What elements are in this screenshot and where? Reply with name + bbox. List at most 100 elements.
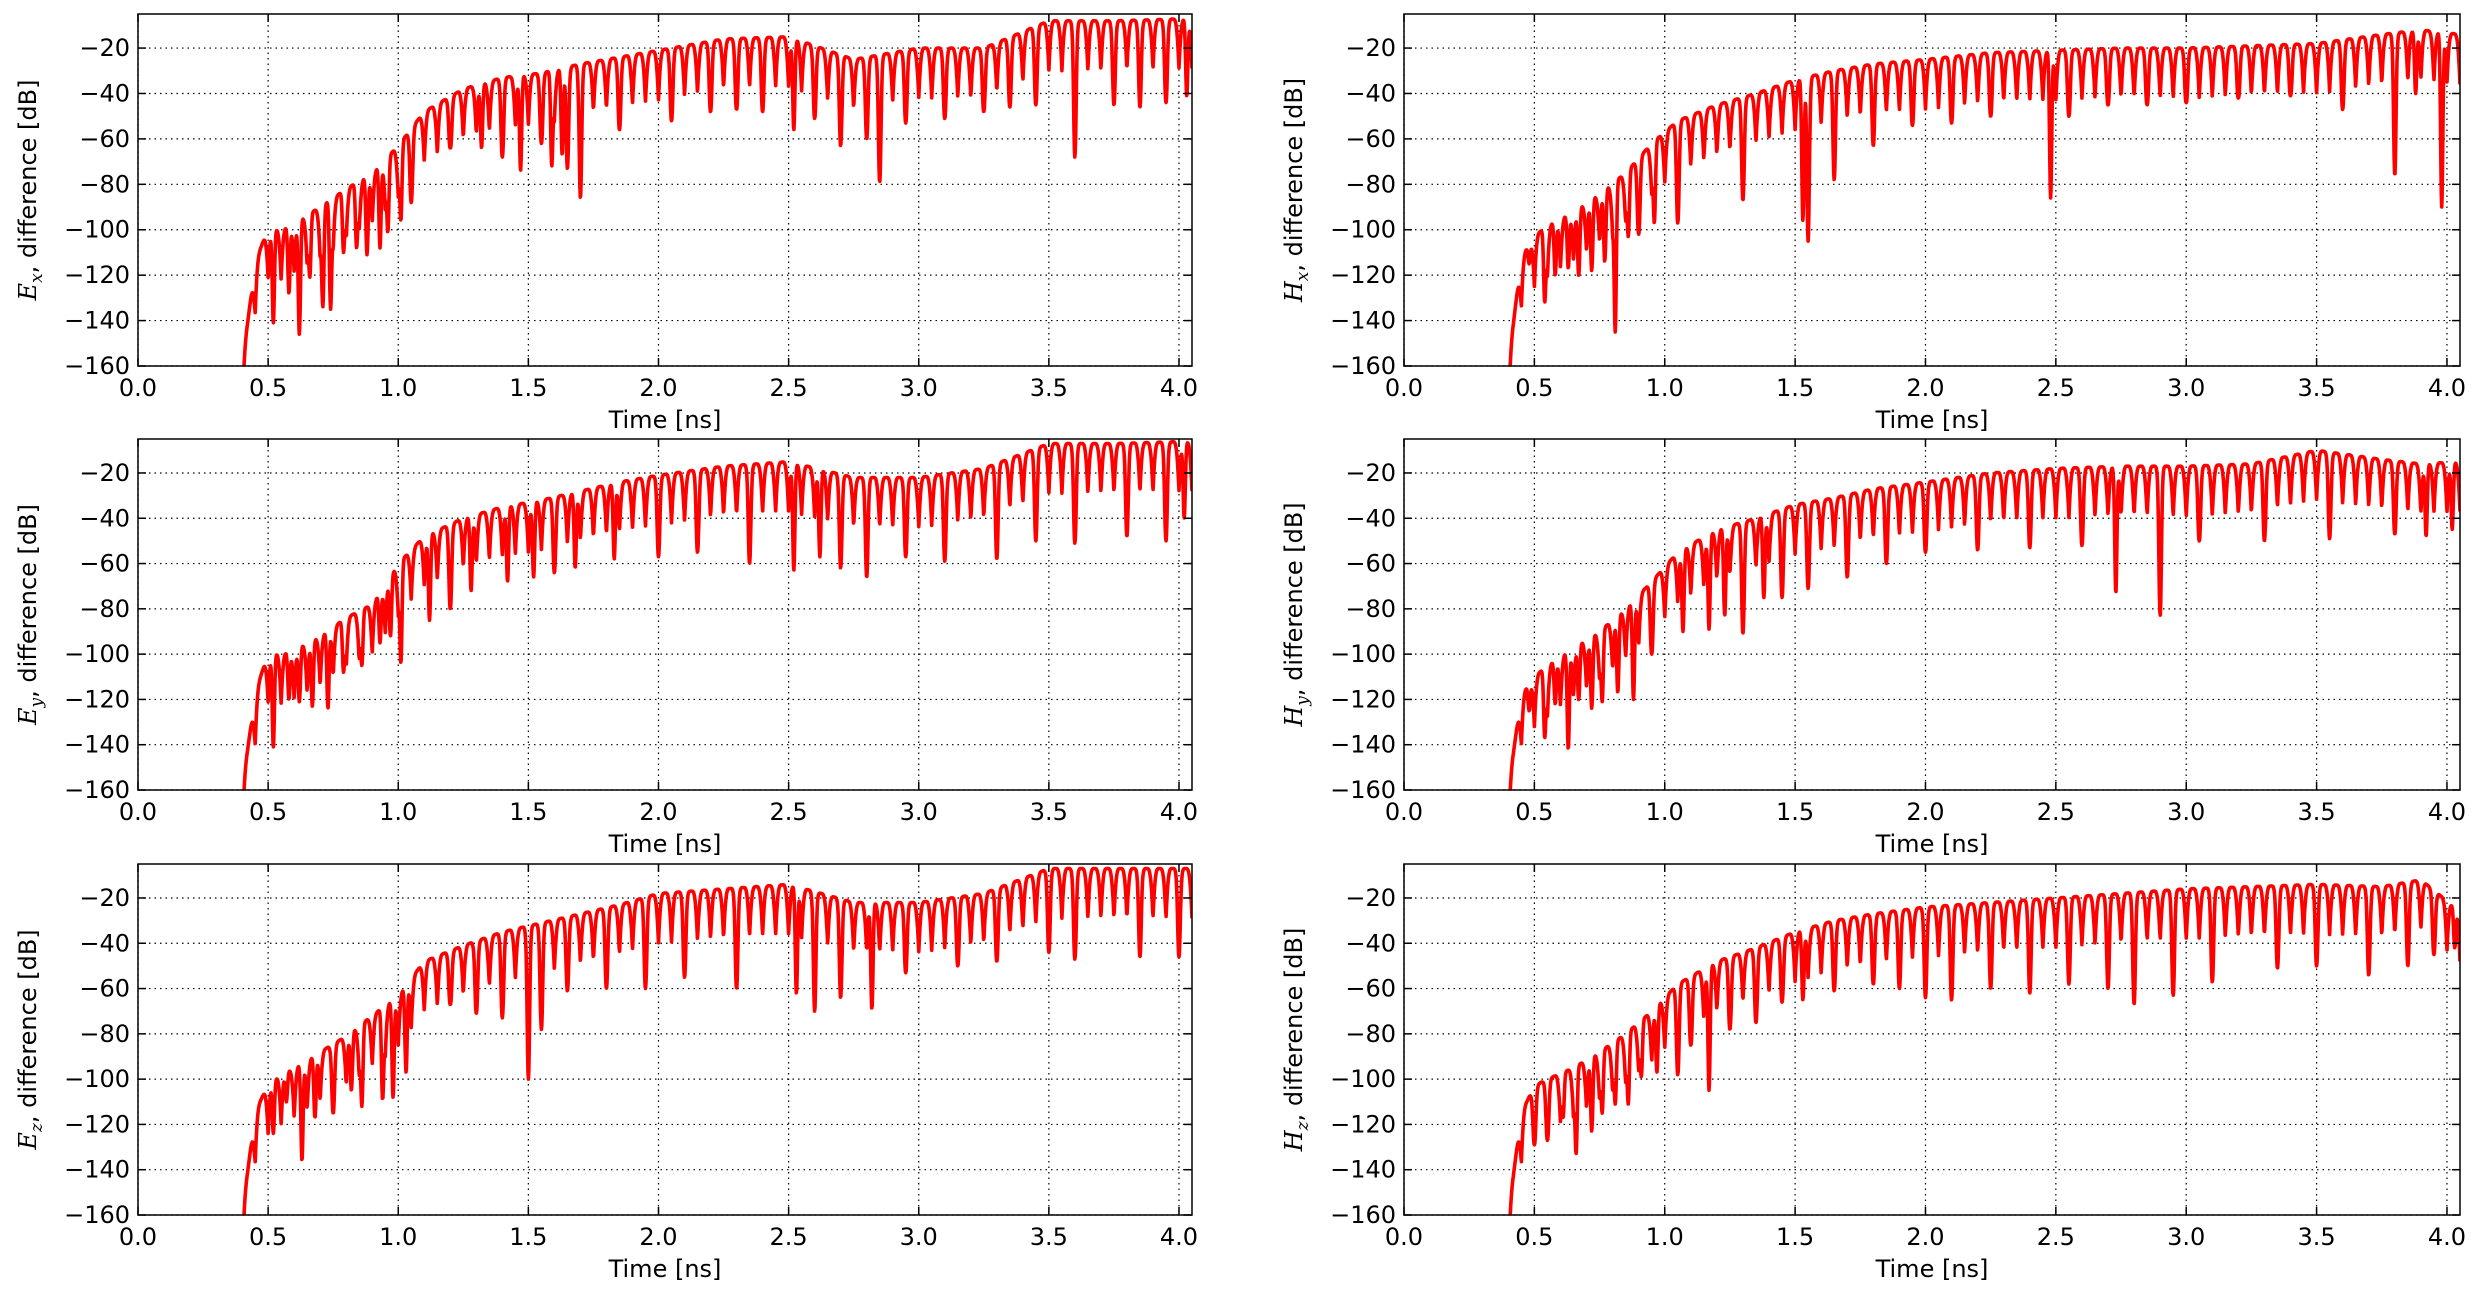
y-tick-label: −40 xyxy=(1345,929,1396,957)
series-line xyxy=(1508,28,2460,366)
y-tick-label: −60 xyxy=(79,550,130,578)
y-tick-label: −80 xyxy=(1345,170,1396,198)
x-tick-label: 2.5 xyxy=(770,374,808,402)
y-axis-subscript: y xyxy=(27,697,47,708)
y-tick-label: −140 xyxy=(64,307,130,335)
x-tick-label: 1.0 xyxy=(379,1223,417,1251)
y-tick-label: −120 xyxy=(1330,1110,1396,1138)
y-tick-label: −100 xyxy=(1330,1065,1396,1093)
x-tick-label: 1.0 xyxy=(1646,374,1684,402)
x-tick-label: 0.5 xyxy=(1515,1223,1553,1251)
x-tick-label: 1.5 xyxy=(1776,374,1814,402)
x-tick-label: 4.0 xyxy=(1160,798,1198,826)
y-tick-label: −20 xyxy=(1345,459,1396,487)
x-tick-label: 4.0 xyxy=(2428,798,2466,826)
panel-6: 0.0 0.5 1.0 1.5 2.0 2.5 3.0 3.5 4.0 −20 −40 −60 −80 −… xyxy=(1280,863,2466,1283)
x-tick-label: 0.0 xyxy=(119,1223,157,1251)
axes-frame xyxy=(137,438,1193,791)
y-tick-label: −40 xyxy=(1345,79,1396,107)
y-axis-label-text: , difference [dB] xyxy=(1280,78,1308,272)
series-line xyxy=(242,17,1192,366)
y-axis-label-text: , difference [dB] xyxy=(14,504,42,698)
x-tick-label: 2.5 xyxy=(770,798,808,826)
series-line xyxy=(242,866,1192,1215)
x-tick-label: 4.0 xyxy=(2428,374,2466,402)
y-axis-symbol: E xyxy=(14,282,42,301)
y-tick-label: −160 xyxy=(1330,776,1396,804)
x-tick-label: 1.0 xyxy=(1646,798,1684,826)
series-line xyxy=(242,439,1192,790)
x-tick-label: 0.0 xyxy=(1385,374,1423,402)
x-tick-label: 0.0 xyxy=(119,798,157,826)
x-tick-label: 0.5 xyxy=(1515,374,1553,402)
panel-1: 0.0 0.5 1.0 1.5 2.0 2.5 3.0 3.5 4.0 −20 −40 −60 −80 −… xyxy=(14,13,1198,434)
y-axis-label: Ez, difference [dB] xyxy=(14,929,47,1150)
y-axis-subscript: y xyxy=(1293,696,1313,707)
x-axis-label: Time [ns] xyxy=(608,830,722,858)
y-tick-label: −20 xyxy=(79,459,130,487)
y-tick-label: −80 xyxy=(79,170,130,198)
y-axis-label-text: , difference [dB] xyxy=(14,80,42,274)
y-axis-label: Hy, difference [dB] xyxy=(1280,502,1313,727)
y-tick-label: −60 xyxy=(1345,125,1396,153)
y-tick-label: −100 xyxy=(64,1065,130,1093)
x-tick-label: 3.5 xyxy=(2298,1223,2336,1251)
x-tick-label: 3.0 xyxy=(2167,798,2205,826)
y-tick-label: −60 xyxy=(1345,975,1396,1003)
y-tick-label: −80 xyxy=(79,595,130,623)
x-tick-label: 2.0 xyxy=(639,374,677,402)
x-tick-label: 0.5 xyxy=(249,374,287,402)
x-tick-label: 1.5 xyxy=(509,798,547,826)
x-tick-label: 1.0 xyxy=(379,798,417,826)
y-tick-label: −20 xyxy=(1345,34,1396,62)
x-tick-label: 3.5 xyxy=(2298,798,2336,826)
x-tick-label: 2.0 xyxy=(639,798,677,826)
y-tick-label: −140 xyxy=(64,731,130,759)
y-tick-label: −20 xyxy=(79,34,130,62)
y-tick-label: −20 xyxy=(1345,884,1396,912)
x-tick-label: 3.0 xyxy=(2167,374,2205,402)
series-line xyxy=(1508,449,2460,790)
x-tick-label: 0.5 xyxy=(249,1223,287,1251)
x-tick-label: 0.5 xyxy=(249,798,287,826)
x-tick-label: 1.5 xyxy=(509,374,547,402)
x-tick-label: 3.5 xyxy=(1030,1223,1068,1251)
y-tick-label: −40 xyxy=(79,79,130,107)
y-axis-subscript: z xyxy=(1293,1120,1313,1131)
x-tick-label: 0.0 xyxy=(1385,798,1423,826)
y-tick-label: −100 xyxy=(1330,216,1396,244)
y-tick-label: −120 xyxy=(64,1110,130,1138)
x-tick-label: 4.0 xyxy=(1160,1223,1198,1251)
x-tick-label: 2.5 xyxy=(770,1223,808,1251)
axes-frame xyxy=(1403,13,2461,367)
x-tick-label: 2.0 xyxy=(1906,374,1944,402)
y-tick-label: −140 xyxy=(1330,731,1396,759)
y-axis-symbol: H xyxy=(1280,280,1308,303)
y-tick-label: −100 xyxy=(64,216,130,244)
x-tick-label: 4.0 xyxy=(2428,1223,2466,1251)
axes-frame xyxy=(137,863,1193,1216)
series-line xyxy=(1508,879,2460,1215)
x-tick-label: 0.0 xyxy=(1385,1223,1423,1251)
x-tick-label: 1.0 xyxy=(1646,1223,1684,1251)
x-axis-label: Time [ns] xyxy=(608,406,722,434)
y-tick-label: −80 xyxy=(79,1020,130,1048)
x-tick-label: 2.5 xyxy=(2037,798,2075,826)
y-tick-label: −140 xyxy=(1330,1156,1396,1184)
x-tick-label: 3.5 xyxy=(1030,374,1068,402)
y-axis-label: Hx, difference [dB] xyxy=(1280,78,1313,303)
x-tick-label: 3.0 xyxy=(900,374,938,402)
y-axis-symbol: H xyxy=(1280,1129,1308,1152)
y-tick-label: −120 xyxy=(1330,261,1396,289)
axes-frame xyxy=(137,13,1193,367)
y-tick-label: −160 xyxy=(64,776,130,804)
x-tick-label: 3.0 xyxy=(2167,1223,2205,1251)
x-axis-label: Time [ns] xyxy=(1875,830,1989,858)
y-tick-label: −140 xyxy=(64,1156,130,1184)
y-tick-label: −40 xyxy=(79,504,130,532)
y-axis-symbol: E xyxy=(14,707,42,726)
panel-5: 0.0 0.5 1.0 1.5 2.0 2.5 3.0 3.5 4.0 −20 −40 −60 −80 −… xyxy=(14,863,1198,1283)
y-tick-label: −100 xyxy=(1330,640,1396,668)
y-tick-label: −160 xyxy=(64,1201,130,1229)
y-tick-label: −20 xyxy=(79,884,130,912)
